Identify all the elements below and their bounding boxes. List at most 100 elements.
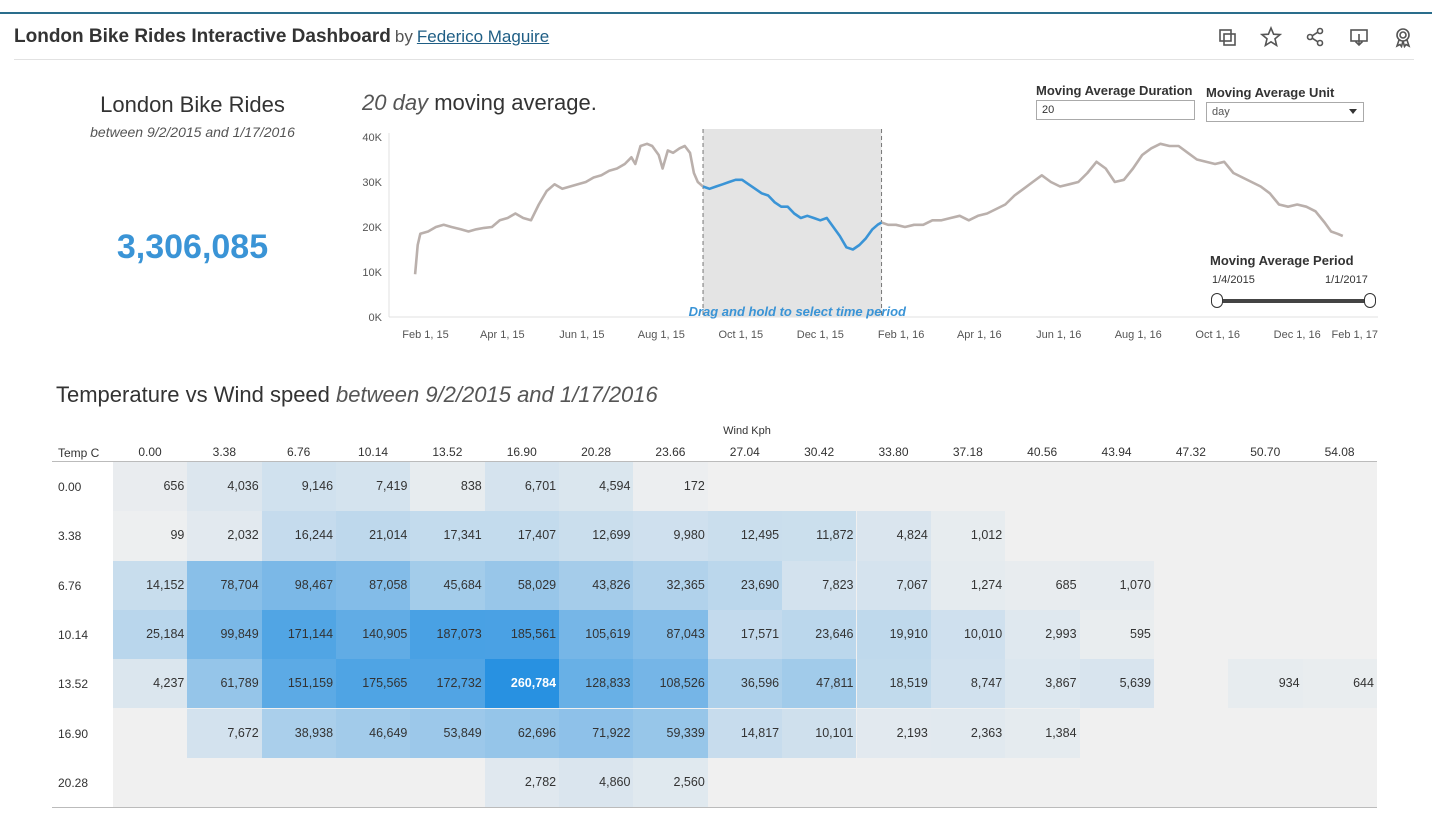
heatmap-cell[interactable]: 175,565	[336, 659, 411, 709]
heatmap-cell[interactable]: 62,696	[484, 708, 560, 758]
period-slider-max-handle[interactable]	[1364, 293, 1376, 308]
heatmap-cell[interactable]: 10,010	[930, 609, 1006, 660]
heatmap-cell[interactable]: 260,784	[484, 659, 560, 709]
heatmap-cell[interactable]: 78,704	[187, 560, 262, 610]
heatmap-cell[interactable]: 3,867	[1005, 659, 1080, 709]
period-slider-track[interactable]	[1215, 299, 1371, 303]
heatmap-cell[interactable]: 9,980	[633, 511, 708, 561]
heatmap-cell[interactable]: 108,526	[633, 659, 708, 709]
heatmap-cell[interactable]: 14,817	[707, 708, 783, 758]
x-tick-label: Oct 1, 15	[718, 329, 763, 341]
heatmap-cell[interactable]: 36,596	[707, 659, 783, 709]
heatmap-cell[interactable]: 23,690	[707, 560, 783, 610]
heatmap-cell[interactable]: 71,922	[559, 708, 634, 758]
heatmap-cell[interactable]: 4,237	[113, 659, 188, 709]
heatmap-cell[interactable]: 128,833	[559, 659, 634, 709]
duration-input[interactable]	[1036, 100, 1195, 120]
duplicate-icon[interactable]	[1216, 26, 1238, 48]
heatmap-cell[interactable]: 11,872	[782, 511, 857, 561]
heatmap-cell[interactable]: 99	[113, 511, 188, 561]
heatmap-cell[interactable]: 4,824	[856, 511, 931, 561]
selection-band[interactable]	[703, 129, 882, 317]
author-link[interactable]: Federico Maguire	[416, 27, 550, 46]
heatmap-cell[interactable]: 45,684	[410, 560, 485, 610]
wind-column-header: 20.28	[581, 445, 612, 459]
heatmap-cell[interactable]: 17,571	[707, 609, 783, 660]
heatmap-cell[interactable]: 99,849	[187, 609, 262, 660]
heatmap-cell[interactable]: 12,699	[559, 511, 634, 561]
heatmap-cell[interactable]: 2,782	[484, 757, 560, 808]
heatmap-cell[interactable]: 644	[1302, 659, 1377, 709]
period-slider-min-handle[interactable]	[1211, 293, 1223, 308]
heatmap-cell[interactable]: 18,519	[856, 659, 931, 709]
chevron-down-icon	[1349, 109, 1357, 114]
heatmap-cell[interactable]: 185,561	[484, 609, 560, 660]
heatmap-cell[interactable]: 17,341	[410, 511, 485, 561]
heatmap-cell[interactable]: 151,159	[261, 659, 337, 709]
download-icon[interactable]	[1348, 26, 1370, 48]
unit-select[interactable]: day	[1206, 102, 1364, 122]
heatmap-cell[interactable]: 4,594	[559, 462, 634, 512]
heatmap-cell[interactable]: 43,826	[559, 560, 634, 610]
heatmap-cell[interactable]: 172	[633, 462, 708, 512]
heatmap-cell[interactable]: 12,495	[707, 511, 783, 561]
heatmap-cell[interactable]: 934	[1228, 659, 1303, 709]
heatmap-cell[interactable]: 6,701	[484, 462, 560, 512]
heatmap-cell[interactable]: 4,036	[187, 462, 262, 512]
heatmap-cell[interactable]: 656	[113, 462, 188, 512]
star-icon[interactable]	[1259, 25, 1283, 48]
heatmap-cell[interactable]: 105,619	[559, 609, 634, 660]
heatmap-cell[interactable]: 21,014	[336, 511, 411, 561]
heatmap-cell[interactable]: 7,823	[782, 560, 857, 610]
x-tick-label: Jun 1, 16	[1036, 329, 1081, 341]
heatmap-cell[interactable]: 2,363	[930, 708, 1006, 758]
heatmap-cell[interactable]: 17,407	[484, 511, 560, 561]
heatmap-cell[interactable]: 2,032	[187, 511, 262, 561]
heatmap-cell[interactable]: 7,672	[187, 708, 262, 758]
duration-label: Moving Average Duration	[1036, 83, 1193, 98]
heatmap-cell[interactable]: 98,467	[261, 560, 337, 610]
heatmap-cell[interactable]: 2,560	[633, 757, 708, 808]
heatmap-cell[interactable]: 1,070	[1079, 560, 1154, 610]
heatmap-cell[interactable]: 1,274	[930, 560, 1006, 610]
heatmap-cell[interactable]: 595	[1079, 609, 1154, 660]
heatmap-cell[interactable]: 23,646	[782, 609, 857, 660]
heatmap-cell[interactable]: 58,029	[484, 560, 560, 610]
heatmap-cell[interactable]: 87,043	[633, 609, 708, 660]
heatmap-cell[interactable]: 46,649	[336, 708, 411, 758]
heatmap-cell[interactable]: 8,747	[930, 659, 1006, 709]
heatmap-cell[interactable]: 14,152	[113, 560, 188, 610]
wind-column-header: 37.18	[952, 445, 983, 459]
heatmap-cell[interactable]: 838	[410, 462, 485, 512]
heatmap-cell[interactable]: 140,905	[336, 609, 411, 660]
heatmap-cell[interactable]: 32,365	[633, 560, 708, 610]
heatmap-cell[interactable]: 19,910	[856, 609, 931, 660]
heatmap-cell[interactable]: 7,067	[856, 560, 931, 610]
heatmap-cell[interactable]: 38,938	[261, 708, 337, 758]
heatmap-cell[interactable]: 187,073	[410, 609, 485, 660]
heatmap-cell[interactable]: 7,419	[336, 462, 411, 512]
heatmap-cell[interactable]: 1,012	[930, 511, 1006, 561]
wind-column-header: 0.00	[138, 445, 162, 459]
heatmap-cell[interactable]: 172,732	[410, 659, 485, 709]
heatmap-cell[interactable]: 2,193	[856, 708, 931, 758]
heatmap-cell[interactable]: 171,144	[261, 609, 337, 660]
heatmap-cell[interactable]: 4,860	[559, 757, 634, 808]
badge-icon[interactable]	[1392, 26, 1414, 49]
heatmap-cell[interactable]: 16,244	[261, 511, 337, 561]
heatmap-cell[interactable]: 685	[1005, 560, 1080, 610]
heatmap-cell[interactable]: 25,184	[113, 609, 188, 660]
moving-average-line-chart[interactable]: 40K 30K 20K 10K 0K Feb 1, 15 Apr 1, 15 Jun 1, 1…	[356, 126, 1386, 348]
heatmap-cell[interactable]: 1,384	[1005, 708, 1080, 758]
total-rides-value: 3,306,085	[116, 228, 269, 266]
share-icon[interactable]	[1304, 26, 1326, 48]
heatmap-cell[interactable]: 10,101	[782, 708, 857, 758]
heatmap-cell[interactable]: 2,993	[1005, 609, 1080, 660]
heatmap-cell[interactable]: 5,639	[1079, 659, 1154, 709]
heatmap-cell[interactable]: 53,849	[410, 708, 485, 758]
heatmap-cell[interactable]: 61,789	[187, 659, 262, 709]
heatmap-cell[interactable]: 59,339	[633, 708, 708, 758]
heatmap-cell[interactable]: 47,811	[782, 659, 857, 709]
heatmap-cell[interactable]: 9,146	[261, 462, 337, 512]
heatmap-cell[interactable]: 87,058	[336, 560, 411, 610]
